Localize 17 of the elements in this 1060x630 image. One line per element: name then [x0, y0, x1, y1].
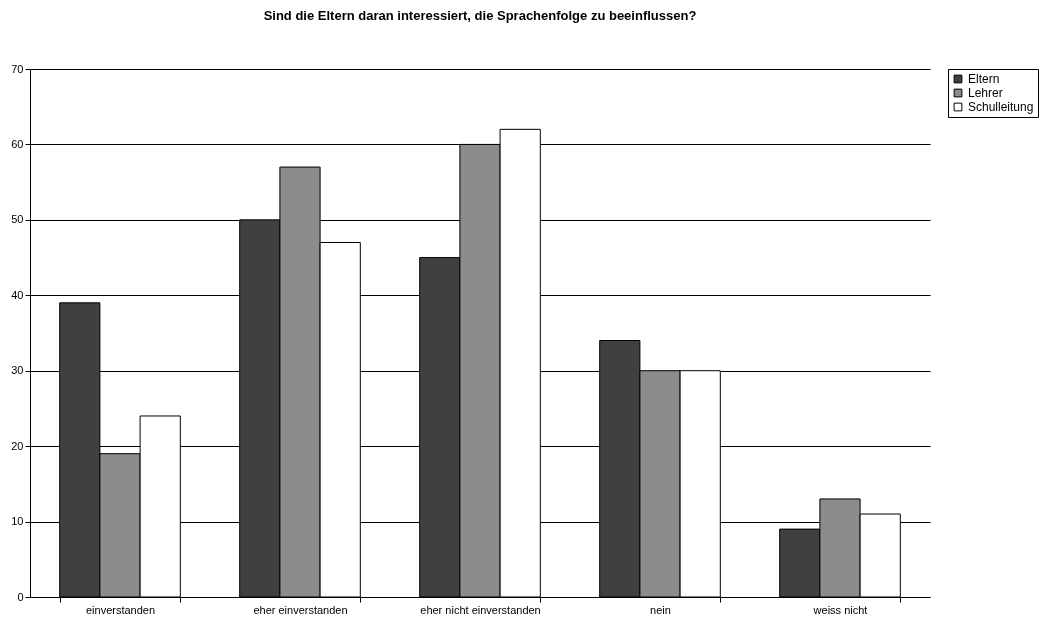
y-tick-label: 40 [11, 288, 24, 301]
y-tick-label: 60 [11, 137, 24, 150]
legend-label: Schulleitung [968, 100, 1034, 114]
x-tick-label: eher nicht einverstanden [420, 603, 541, 616]
x-tick-label: nein [650, 603, 671, 616]
legend-label: Eltern [968, 72, 1000, 86]
y-tick-label: 50 [11, 213, 24, 226]
x-tick-label: einverstanden [85, 603, 156, 616]
y-tick-label: 0 [17, 590, 24, 603]
legend-label: Lehrer [968, 86, 1003, 100]
y-tick-label: 10 [11, 515, 24, 528]
chart-title: Sind die Eltern daran interessiert, die Sprachenfolge zu beeinflussen? [263, 8, 697, 23]
x-tick-label: weiss nicht [812, 603, 868, 616]
y-tick-label: 20 [11, 439, 24, 452]
y-tick-label: 70 [11, 62, 24, 75]
y-tick-label: 30 [11, 364, 24, 377]
x-tick-label: eher einverstanden [253, 603, 348, 616]
